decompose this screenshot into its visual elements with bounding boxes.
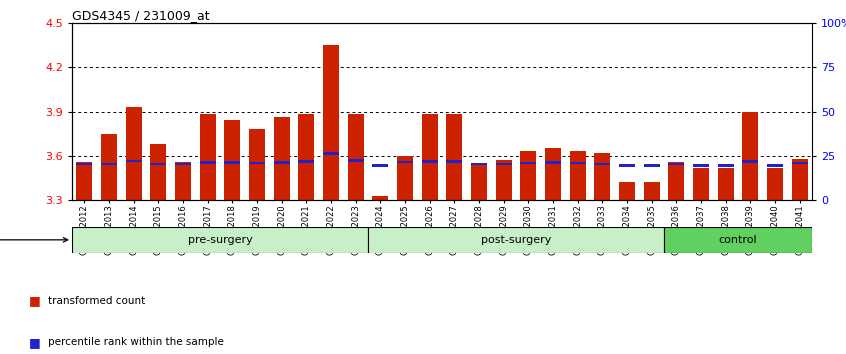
Bar xyxy=(72,227,368,253)
Bar xyxy=(520,151,536,200)
Bar xyxy=(743,112,759,200)
Bar xyxy=(151,144,167,200)
Bar xyxy=(125,107,141,200)
Text: specimen: specimen xyxy=(0,235,68,245)
Bar xyxy=(299,160,315,163)
Bar xyxy=(249,161,265,164)
Bar xyxy=(693,167,709,200)
Text: pre-surgery: pre-surgery xyxy=(188,235,252,245)
Bar xyxy=(545,148,561,200)
Text: post-surgery: post-surgery xyxy=(481,235,552,245)
Bar xyxy=(644,165,660,167)
Bar xyxy=(76,162,92,200)
Bar xyxy=(668,163,684,165)
Bar xyxy=(101,133,117,200)
Bar xyxy=(595,153,611,200)
Bar xyxy=(125,160,141,162)
Bar xyxy=(175,162,191,200)
Bar xyxy=(471,163,487,200)
Bar xyxy=(348,159,364,162)
Bar xyxy=(368,227,664,253)
Bar xyxy=(743,160,759,163)
Bar xyxy=(664,227,812,253)
Text: percentile rank within the sample: percentile rank within the sample xyxy=(47,337,223,347)
Bar xyxy=(619,182,635,200)
Bar xyxy=(151,162,167,165)
Text: GDS4345 / 231009_at: GDS4345 / 231009_at xyxy=(72,9,210,22)
Bar xyxy=(717,167,733,200)
Bar xyxy=(496,160,512,200)
Bar xyxy=(397,156,413,200)
Bar xyxy=(101,162,117,165)
Bar xyxy=(421,160,437,163)
Bar xyxy=(668,162,684,200)
Bar xyxy=(496,163,512,165)
Text: ■: ■ xyxy=(30,336,41,349)
Bar xyxy=(224,120,240,200)
Bar xyxy=(224,161,240,164)
Bar xyxy=(447,160,463,163)
Bar xyxy=(348,114,364,200)
Bar xyxy=(273,161,289,164)
Bar xyxy=(619,165,635,167)
Bar xyxy=(175,162,191,165)
Bar xyxy=(569,151,585,200)
Bar xyxy=(792,159,808,200)
Bar xyxy=(323,152,339,155)
Bar xyxy=(200,161,216,164)
Bar xyxy=(76,162,92,165)
Bar xyxy=(520,161,536,164)
Text: control: control xyxy=(719,235,757,245)
Text: transformed count: transformed count xyxy=(47,296,145,306)
Bar xyxy=(693,165,709,167)
Text: ■: ■ xyxy=(30,295,41,308)
Bar xyxy=(545,161,561,164)
Bar xyxy=(299,114,315,200)
Bar xyxy=(372,195,388,200)
Bar xyxy=(767,167,783,200)
Bar xyxy=(323,45,339,200)
Bar xyxy=(447,114,463,200)
Bar xyxy=(792,161,808,164)
Bar xyxy=(471,163,487,165)
Bar xyxy=(397,161,413,163)
Bar xyxy=(249,129,265,200)
Bar xyxy=(421,114,437,200)
Bar xyxy=(273,118,289,200)
Bar xyxy=(200,114,216,200)
Bar xyxy=(595,163,611,165)
Bar xyxy=(644,182,660,200)
Bar xyxy=(372,165,388,167)
Bar xyxy=(767,165,783,167)
Bar xyxy=(717,165,733,167)
Bar xyxy=(569,161,585,164)
